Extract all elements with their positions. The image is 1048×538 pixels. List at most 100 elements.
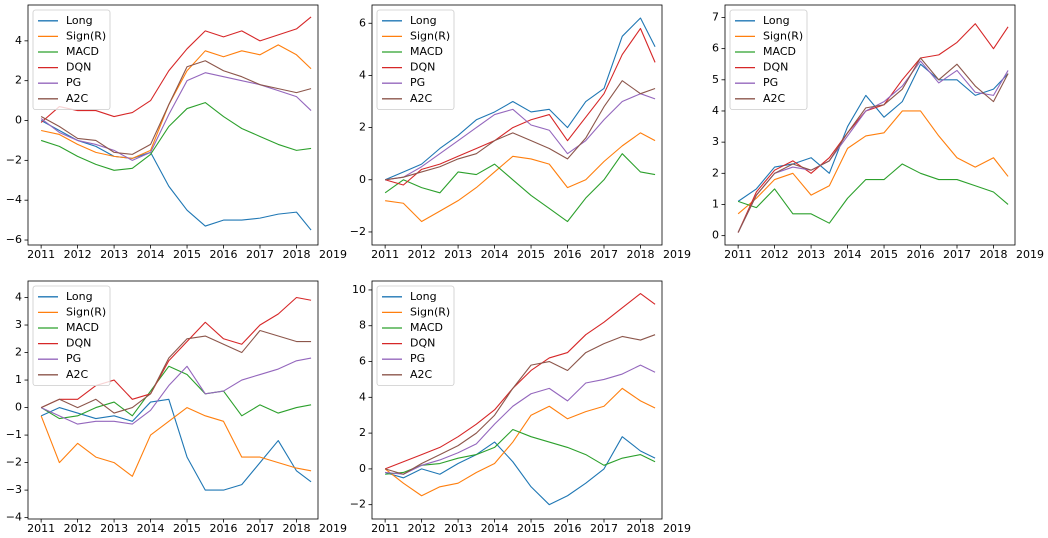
y-tick-label: 7 <box>712 10 719 23</box>
y-tick-label: −2 <box>6 153 22 166</box>
y-tick-label: 1 <box>712 197 719 210</box>
series-line <box>737 163 1009 224</box>
x-tick-label: 2013 <box>100 248 128 261</box>
y-tick-label: 4 <box>359 68 366 81</box>
series-line <box>385 80 656 181</box>
y-tick-label: −3 <box>6 483 22 496</box>
y-tick-label: −4 <box>6 193 22 206</box>
x-tick-label: 2011 <box>27 248 55 261</box>
y-tick-label: 2 <box>15 74 22 87</box>
x-tick-label: 2014 <box>834 248 862 261</box>
x-tick-label: 2016 <box>554 522 582 535</box>
series-line <box>737 57 1009 233</box>
legend: Long Sign(R) MACD DQN PG A2C <box>729 9 808 110</box>
legend-label: Sign(R) <box>410 29 450 42</box>
series-line <box>40 72 312 161</box>
series-line <box>385 364 656 475</box>
legend-label: Long <box>410 14 437 27</box>
legend-label: A2C <box>410 368 433 381</box>
legend-box <box>32 285 111 386</box>
series-line <box>40 60 312 155</box>
series-group <box>40 296 312 491</box>
y-tick-label: 10 <box>352 283 366 296</box>
legend: Long Sign(R) MACD DQN PG A2C <box>376 285 455 386</box>
panel: −2 0 2 4 6 8 10 2011 2012 2013 2014 2015 2016 2017 201… <box>350 280 691 535</box>
series-line <box>385 428 656 475</box>
panel: −2 0 2 4 6 2011 2012 2013 2014 2015 2016 2017 2018 20… <box>350 4 691 261</box>
x-tick-label: 2014 <box>137 522 165 535</box>
x-tick-label: 2014 <box>481 248 509 261</box>
legend-box <box>32 9 111 110</box>
x-tick-label: 2012 <box>408 248 436 261</box>
legend: Long Sign(R) MACD DQN PG A2C <box>376 9 455 110</box>
y-tick-label: 2 <box>359 426 366 439</box>
x-tick-label: 2018 <box>979 248 1007 261</box>
y-tick-label: 8 <box>359 319 366 332</box>
legend-label: A2C <box>66 368 89 381</box>
x-tick-label: 2012 <box>64 248 92 261</box>
x-tick-label: 2012 <box>408 522 436 535</box>
x-tick-label: 2019 <box>663 248 691 261</box>
y-tick-label: 0 <box>359 462 366 475</box>
x-tick-label: 2017 <box>246 248 274 261</box>
series-line <box>40 357 312 425</box>
y-tick-label: 3 <box>712 135 719 148</box>
series-line <box>40 296 312 409</box>
x-tick-label: 2013 <box>797 248 825 261</box>
x-tick-label: 2012 <box>64 522 92 535</box>
series-line <box>384 334 656 475</box>
legend-label: PG <box>763 76 778 89</box>
legend-label: A2C <box>763 92 786 105</box>
x-tick-label: 2014 <box>137 248 165 261</box>
legend-box <box>729 9 808 110</box>
x-tick-label: 2012 <box>761 248 789 261</box>
x-tick-label: 2018 <box>626 522 654 535</box>
x-tick-label: 2011 <box>371 522 399 535</box>
series-group <box>384 292 656 506</box>
x-tick-label: 2013 <box>444 522 472 535</box>
y-tick-label: 2 <box>15 346 22 359</box>
legend-label: Long <box>66 290 93 303</box>
x-tick-label: 2018 <box>282 248 310 261</box>
x-tick-label: 2014 <box>481 522 509 535</box>
series-line <box>40 120 312 231</box>
legend-label: MACD <box>410 321 443 334</box>
x-tick-label: 2018 <box>282 522 310 535</box>
legend-box <box>376 9 455 110</box>
legend-label: Long <box>66 14 93 27</box>
series-group <box>737 23 1009 233</box>
legend-label: Long <box>410 290 437 303</box>
legend-label: Sign(R) <box>410 305 450 318</box>
panel: 0 1 2 3 4 5 6 7 2011 2012 2013 2014 2015 2016 2017 2018… <box>712 4 1044 261</box>
x-tick-label: 2017 <box>590 522 618 535</box>
series-line <box>384 153 656 223</box>
x-tick-label: 2013 <box>100 522 128 535</box>
x-tick-label: 2015 <box>517 522 545 535</box>
x-tick-label: 2019 <box>319 522 347 535</box>
legend-label: MACD <box>763 45 796 58</box>
series-line <box>384 387 656 497</box>
legend: Long Sign(R) MACD DQN PG A2C <box>32 285 111 386</box>
series-line <box>40 16 312 123</box>
series-line <box>40 407 312 477</box>
legend-label: MACD <box>66 321 99 334</box>
series-group <box>40 16 312 231</box>
x-tick-label: 2017 <box>943 248 971 261</box>
y-tick-label: −2 <box>350 225 366 238</box>
legend-label: DQN <box>763 61 788 74</box>
y-tick-label: −1 <box>6 428 22 441</box>
series-line <box>385 132 656 223</box>
y-tick-label: −2 <box>350 498 366 511</box>
legend-label: Sign(R) <box>66 305 106 318</box>
x-tick-label: 2017 <box>246 522 274 535</box>
y-tick-label: −2 <box>6 456 22 469</box>
series-line <box>384 436 656 506</box>
legend-label: Sign(R) <box>763 29 803 42</box>
x-tick-label: 2013 <box>444 248 472 261</box>
legend-label: DQN <box>66 61 91 74</box>
axes-frame <box>724 4 1016 246</box>
series-line <box>40 398 312 491</box>
legend-box <box>376 285 455 386</box>
x-tick-label: 2015 <box>173 522 201 535</box>
y-tick-label: 4 <box>15 34 22 47</box>
